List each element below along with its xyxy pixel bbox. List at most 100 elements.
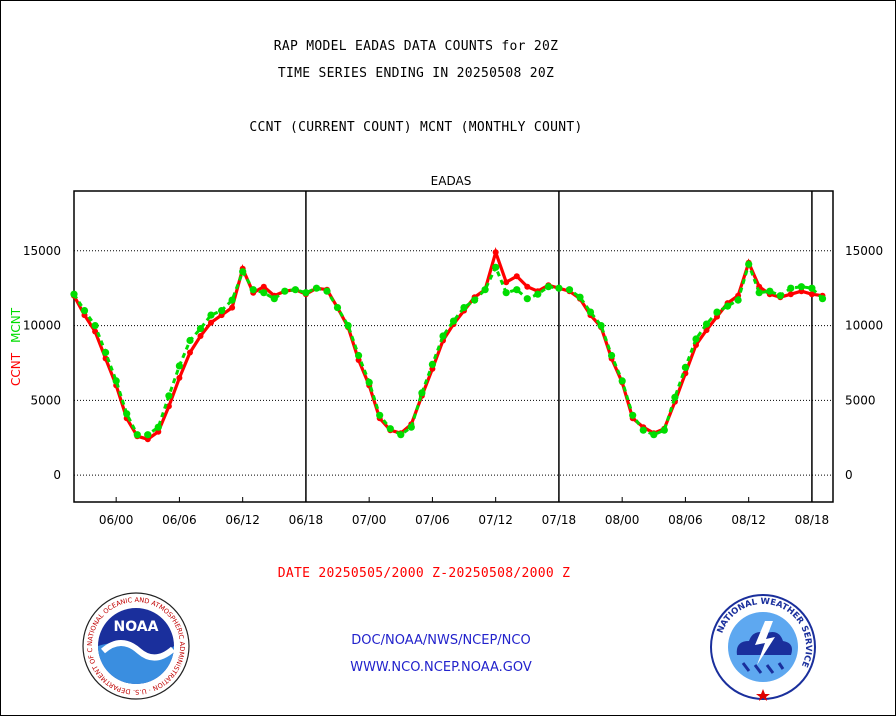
data-point-mcnt [218,307,226,315]
data-point-mcnt [534,290,542,298]
data-point-mcnt [112,377,120,385]
x-tick-label: 06/18 [289,513,324,527]
data-point-mcnt [291,286,299,294]
y-axis-title-ccnt: CCNT [9,352,23,386]
credit-url[interactable]: WWW.NCO.NCEP.NOAA.GOV [350,660,532,675]
data-point-mcnt [492,263,500,271]
data-point-mcnt [660,426,668,434]
series-mcnt [70,259,827,439]
y-tick-label-left: 10000 [23,319,61,333]
plot-title: EADAS [431,174,472,188]
data-point-mcnt [523,295,531,303]
data-point-mcnt [629,411,637,419]
y-axis-title-mcnt: MCNT [9,307,23,343]
data-point-mcnt [745,260,753,268]
data-point-mcnt [766,287,774,295]
data-point-mcnt [671,393,679,401]
data-point-mcnt [713,308,721,316]
x-tick-label: 07/12 [478,513,513,527]
x-tick-label: 08/18 [795,513,830,527]
data-point-mcnt [397,431,405,439]
noaa-logo: NOAA NATIONAL OCEANIC AND ATMOSPHERIC AD… [81,591,190,700]
nws-logo: NATIONAL WEATHER SERVICE [710,594,816,701]
data-point-ccnt [260,283,267,290]
data-point-mcnt [281,287,289,295]
data-point-mcnt [818,295,827,303]
data-point-mcnt [787,284,795,292]
data-point-mcnt [471,296,479,304]
x-tick-label: 08/06 [668,513,703,527]
data-point-mcnt [102,348,110,357]
data-point-mcnt [481,286,489,294]
chart-subtitle: CCNT (CURRENT COUNT) MCNT (MONTHLY COUNT… [249,120,583,135]
plot-frame [73,190,834,503]
y-tick-label-left: 15000 [23,244,61,258]
x-tick-label: 08/00 [605,513,640,527]
data-point-mcnt [175,362,183,370]
data-point-mcnt [260,289,268,297]
data-point-mcnt [681,363,690,371]
data-point-mcnt [344,322,352,330]
day-boundary-lines [305,191,813,502]
data-point-mcnt [407,423,415,431]
data-point-mcnt [702,320,711,328]
data-point-mcnt [418,389,426,397]
data-point-ccnt [197,333,204,339]
data-point-mcnt [355,351,363,360]
data-point-mcnt [386,425,394,433]
data-point-mcnt [239,268,247,276]
data-point-mcnt [154,423,162,431]
data-point-mcnt [333,304,342,312]
data-point-mcnt [460,304,468,312]
data-point-mcnt [586,308,595,316]
data-point-mcnt [639,426,647,434]
data-point-mcnt [228,296,236,304]
grid-lines [74,250,833,476]
data-point-ccnt [176,374,183,381]
data-point-mcnt [776,292,784,300]
y-axis-title: CCNT MCNT [9,307,23,386]
data-point-mcnt [365,378,373,386]
data-point-mcnt [797,283,806,291]
data-point-ccnt [492,249,499,256]
data-point-ccnt [524,283,531,290]
data-point-mcnt [597,322,605,330]
data-point-mcnt [650,431,658,439]
star-icon [756,689,770,701]
x-tick-label: 07/06 [415,513,450,527]
data-point-ccnt [187,349,193,356]
y-tick-label-left: 5000 [30,393,61,407]
y-tick-label-right: 15000 [845,244,883,258]
noaa-logo-text: NOAA [114,619,159,635]
data-point-mcnt [724,302,732,310]
data-point-mcnt [692,335,700,343]
data-point-ccnt [787,291,794,298]
data-point-mcnt [502,289,510,297]
data-point-mcnt [808,284,816,292]
data-point-mcnt [133,431,141,439]
data-point-mcnt [70,290,78,298]
data-point-mcnt [608,351,616,360]
data-point-mcnt [302,289,310,297]
credit-org: DOC/NOAA/NWS/NCEP/NCO [351,633,531,648]
data-point-mcnt [439,332,447,340]
time-series-chart: EADAS 0 5000 10000 15000 0 5000 10000 15000 06… [9,174,883,527]
x-tick-label: 06/00 [99,513,134,527]
chart-title-line1: RAP MODEL EADAS DATA COUNTS for 20Z [273,39,559,54]
series-layer [70,247,827,443]
data-point-mcnt [544,283,553,291]
x-tick-label: 06/12 [225,513,260,527]
data-point-mcnt [91,322,99,330]
data-point-mcnt [618,377,626,385]
data-point-mcnt [196,325,205,333]
data-point-ccnt [808,291,815,298]
data-point-mcnt [376,411,384,419]
series-line-mcnt [72,259,824,437]
data-point-ccnt [229,304,236,311]
y-axis-left: 0 5000 10000 15000 [23,244,61,482]
date-range: DATE 20250505/2000 Z-20250508/2000 Z [277,566,571,581]
data-point-mcnt [270,295,278,303]
series-line-ccnt [72,247,823,441]
data-point-mcnt [576,293,584,301]
